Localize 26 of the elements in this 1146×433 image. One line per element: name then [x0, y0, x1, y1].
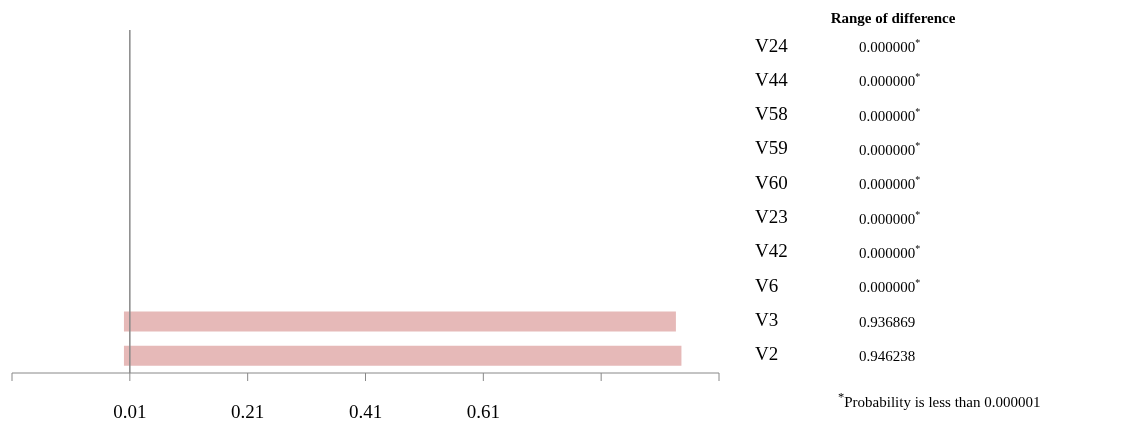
data-label: 0.000000$^{*}$ [859, 208, 921, 228]
data-label: 0.000000$^{*}$ [859, 36, 921, 56]
text: $^{*}$Probability is less than 0.000001 [838, 390, 1041, 410]
data-label: 0.936869 [859, 313, 916, 330]
x-tick-label: 0.01 [113, 401, 147, 423]
y-tick-label: V60 [755, 171, 788, 193]
y-tick-label: V59 [755, 137, 788, 159]
x-tick-label: 0.61 [466, 401, 500, 423]
data-label: 0.000000$^{*}$ [859, 242, 921, 262]
y-tick-label: V44 [755, 68, 789, 90]
y-tick-label: V58 [755, 103, 788, 125]
data-label: 0.000000$^{*}$ [859, 174, 921, 193]
data-label: 0.000000$^{*}$ [859, 277, 921, 296]
data-label: 0.946238 [859, 348, 916, 365]
text: Range of difference [830, 10, 956, 26]
x-tick-label: 0.21 [231, 401, 265, 423]
y-tick-label: V3 [755, 308, 779, 330]
y-tick-label: V42 [755, 240, 788, 262]
x-tick-label: 0.41 [348, 401, 383, 423]
data-label: 0.000000$^{*}$ [859, 139, 921, 159]
y-tick-label: V23 [755, 206, 788, 228]
y-tick-label: V6 [755, 274, 779, 296]
data-label: 0.000000$^{*}$ [859, 71, 921, 90]
y-tick-label: V2 [755, 343, 779, 365]
data-label: 0.000000$^{*}$ [859, 105, 921, 125]
y-tick-label: V24 [755, 34, 789, 56]
